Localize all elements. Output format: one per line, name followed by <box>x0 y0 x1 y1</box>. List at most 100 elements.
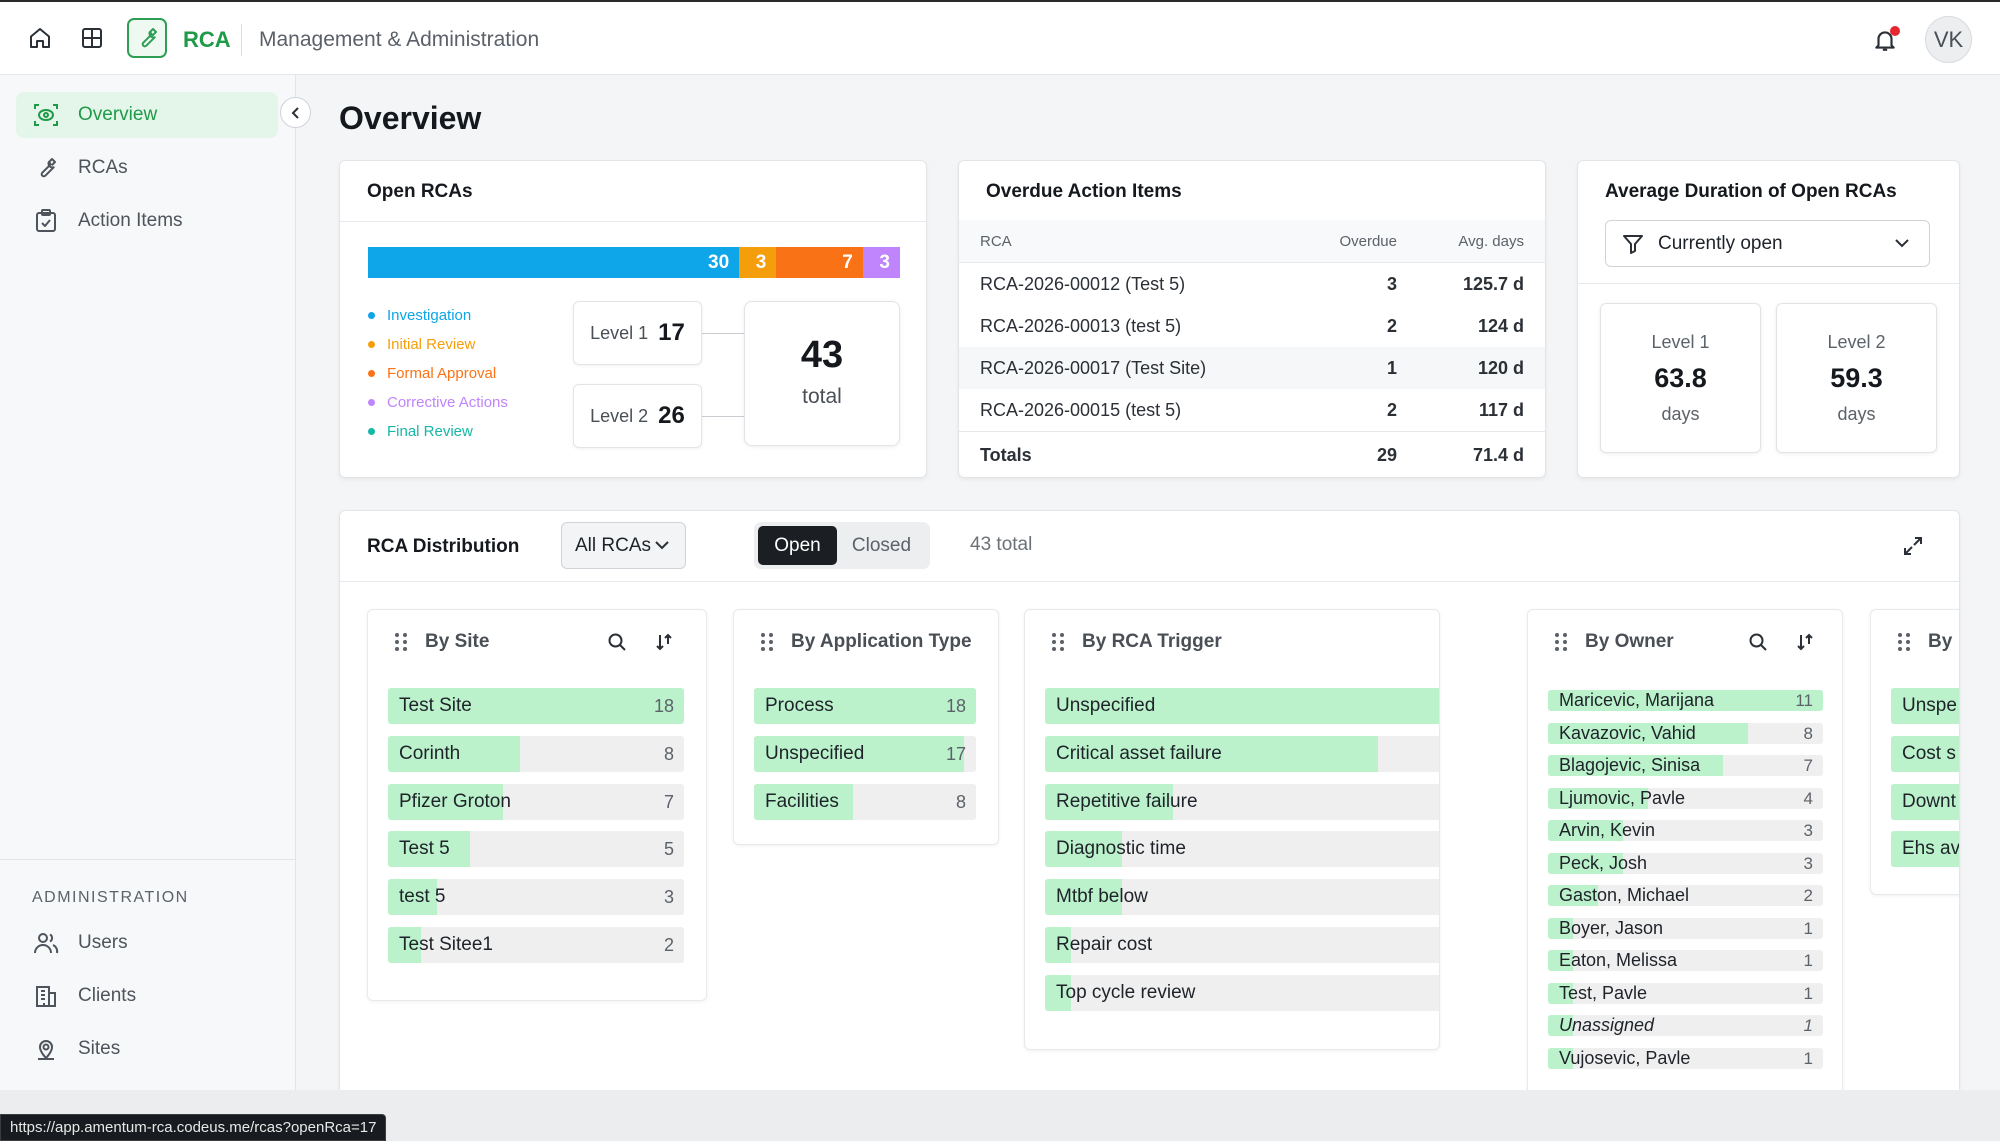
bar-row[interactable]: test 5 3 <box>388 879 684 916</box>
overdue-count: 2 <box>1386 399 1397 420</box>
drag-handle-icon[interactable] <box>761 633 773 651</box>
bar-row[interactable]: Repair cost1 <box>1045 927 1439 963</box>
bar-value: 8 <box>1803 723 1813 743</box>
bar-row[interactable]: Ljumovic, Pavle 4 <box>1548 787 1823 809</box>
bar-row[interactable]: Corinth 8 <box>388 735 684 772</box>
bar-row[interactable]: Unspe <box>1891 688 1959 724</box>
bar-segment-formal-approval[interactable]: 7 <box>776 247 863 278</box>
bar-row[interactable]: Ehs av <box>1891 831 1959 868</box>
rca-filter-select[interactable]: All RCAs <box>561 522 686 569</box>
drag-handle-icon[interactable] <box>395 633 407 651</box>
collapse-sidebar-button[interactable] <box>280 97 311 128</box>
sidebar-item-label: Users <box>78 932 128 953</box>
table-row[interactable]: RCA-2026-00013 (test 5) 2 124 d <box>959 305 1545 347</box>
bar-row[interactable]: Boyer, Jason 1 <box>1548 917 1823 939</box>
bar-row[interactable]: Unassigned 1 <box>1548 1015 1823 1036</box>
totals-avg-days: 71.4 d <box>1472 445 1524 465</box>
bar-row[interactable]: Mtbf below3 <box>1045 879 1439 916</box>
level2-count-box[interactable]: Level 2 26 <box>573 384 702 448</box>
total-value: 43 <box>800 334 844 376</box>
brand-name[interactable]: RCA <box>183 27 231 52</box>
table-row[interactable]: RCA-2026-00017 (Test Site) 1 120 d <box>959 347 1545 389</box>
bar-row[interactable]: Test Site 18 <box>388 688 684 724</box>
bar-row[interactable]: Pfizer Groton 7 <box>388 783 684 820</box>
bar-label: Test 5 <box>399 838 450 860</box>
apps-grid-icon[interactable] <box>76 22 108 54</box>
drag-handle-icon[interactable] <box>1052 633 1064 651</box>
bar-row[interactable]: Peck, Josh 3 <box>1548 852 1823 874</box>
bar-row[interactable]: Vujosevic, Pavle 1 <box>1548 1047 1823 1069</box>
expand-icon[interactable] <box>1898 531 1928 561</box>
bar-label: Repair cost <box>1056 934 1153 955</box>
bar-row[interactable]: Cost s <box>1891 735 1959 772</box>
bar-row[interactable]: Gaston, Michael 2 <box>1548 885 1823 906</box>
bar-value: 3 <box>663 887 674 908</box>
status-legend: Investigation Initial Review Formal Appr… <box>368 301 508 446</box>
search-icon[interactable] <box>1745 629 1771 655</box>
bar-row[interactable]: Blagojevic, Sinisa 7 <box>1548 755 1823 776</box>
duration-label: Level 2 <box>1827 332 1886 352</box>
home-icon[interactable] <box>24 22 56 54</box>
bar-segment-corrective-actions[interactable]: 3 <box>862 247 900 278</box>
bell-icon[interactable] <box>1869 24 1901 56</box>
bar-row[interactable]: Process 18 <box>754 688 976 724</box>
drag-handle-icon[interactable] <box>1555 633 1567 651</box>
table-row[interactable]: RCA-2026-00012 (Test 5) 3 125.7 d <box>959 263 1545 305</box>
sort-icon[interactable] <box>1792 629 1818 655</box>
bar-fill <box>1045 879 1122 916</box>
bar-row[interactable]: Test, Pavle 1 <box>1548 982 1823 1004</box>
bar-row[interactable]: Critical asset failure13 <box>1045 735 1439 772</box>
bar-row[interactable]: Eaton, Melissa 1 <box>1548 950 1823 971</box>
bar-row[interactable]: Top cycle review1 <box>1045 974 1439 1011</box>
card-title: RCA Distribution <box>367 536 520 557</box>
sidebar: Overview RCAs Action Items ADMINISTRATIO… <box>0 75 296 1091</box>
duration-filter-select[interactable]: Currently open <box>1605 220 1930 267</box>
bar-value: 7 <box>1803 756 1813 775</box>
sidebar-item-clients[interactable]: Clients <box>16 973 278 1019</box>
sidebar-item-sites[interactable]: Sites <box>16 1026 278 1072</box>
sort-icon[interactable] <box>651 629 677 655</box>
sidebar-item-overview[interactable]: Overview <box>16 92 278 138</box>
bar-row[interactable]: Maricevic, Marijana 11 <box>1548 690 1823 711</box>
table-totals-row: Totals 29 71.4 d <box>959 431 1545 477</box>
bar-label: Repetitive failure <box>1056 790 1198 812</box>
bar-fill <box>1548 755 1723 776</box>
search-icon[interactable] <box>604 629 630 655</box>
bar-label: Boyer, Jason <box>1559 917 1664 938</box>
bar-row[interactable]: Kavazovic, Vahid 8 <box>1548 722 1823 744</box>
toggle-closed[interactable]: Closed <box>851 534 912 556</box>
bar-row[interactable]: Test Sitee1 2 <box>388 927 684 963</box>
bar-segment-initial-review[interactable]: 3 <box>739 247 777 278</box>
status-stacked-bar[interactable]: 30 3 7 3 <box>368 247 900 278</box>
level1-count-box[interactable]: Level 1 17 <box>573 301 702 365</box>
chevron-down-icon <box>655 541 669 550</box>
toggle-open[interactable]: Open <box>758 526 837 565</box>
bar-row[interactable]: Test 5 5 <box>388 831 684 868</box>
bar-fill <box>1548 722 1748 744</box>
bar-label: Gaston, Michael <box>1559 885 1690 905</box>
panel-by-site: By Site Test Site 18 Corinth 8 Pfizer Groton… <box>367 609 707 1001</box>
bar-row[interactable]: Facilities 8 <box>754 783 976 820</box>
card-divider <box>340 581 1959 582</box>
avatar[interactable]: VK <box>1925 16 1972 63</box>
sidebar-item-users[interactable]: Users <box>16 920 278 966</box>
sidebar-divider <box>0 859 296 860</box>
bar-segment-investigation[interactable]: 30 <box>368 247 740 278</box>
bar-row[interactable]: Arvin, Kevin 3 <box>1548 820 1823 841</box>
sidebar-item-action-items[interactable]: Action Items <box>16 198 278 244</box>
drag-handle-icon[interactable] <box>1898 633 1910 651</box>
top-bar: RCA Management & Administration VK <box>0 0 2000 75</box>
bar-fill <box>1045 688 1439 724</box>
bar-row[interactable]: Repetitive failure5 <box>1045 783 1439 820</box>
bar-label: Unspecified <box>765 742 865 764</box>
sidebar-item-rcas[interactable]: RCAs <box>16 145 278 191</box>
table-row[interactable]: RCA-2026-00015 (test 5) 2 117 d <box>959 389 1545 431</box>
overdue-count: 3 <box>1386 273 1397 294</box>
bar-row[interactable]: Downt <box>1891 783 1959 820</box>
bar-row[interactable]: Diagnostic time3 <box>1045 831 1439 868</box>
bar-label: Maricevic, Marijana <box>1559 690 1715 710</box>
bar-fill <box>1045 974 1071 1011</box>
